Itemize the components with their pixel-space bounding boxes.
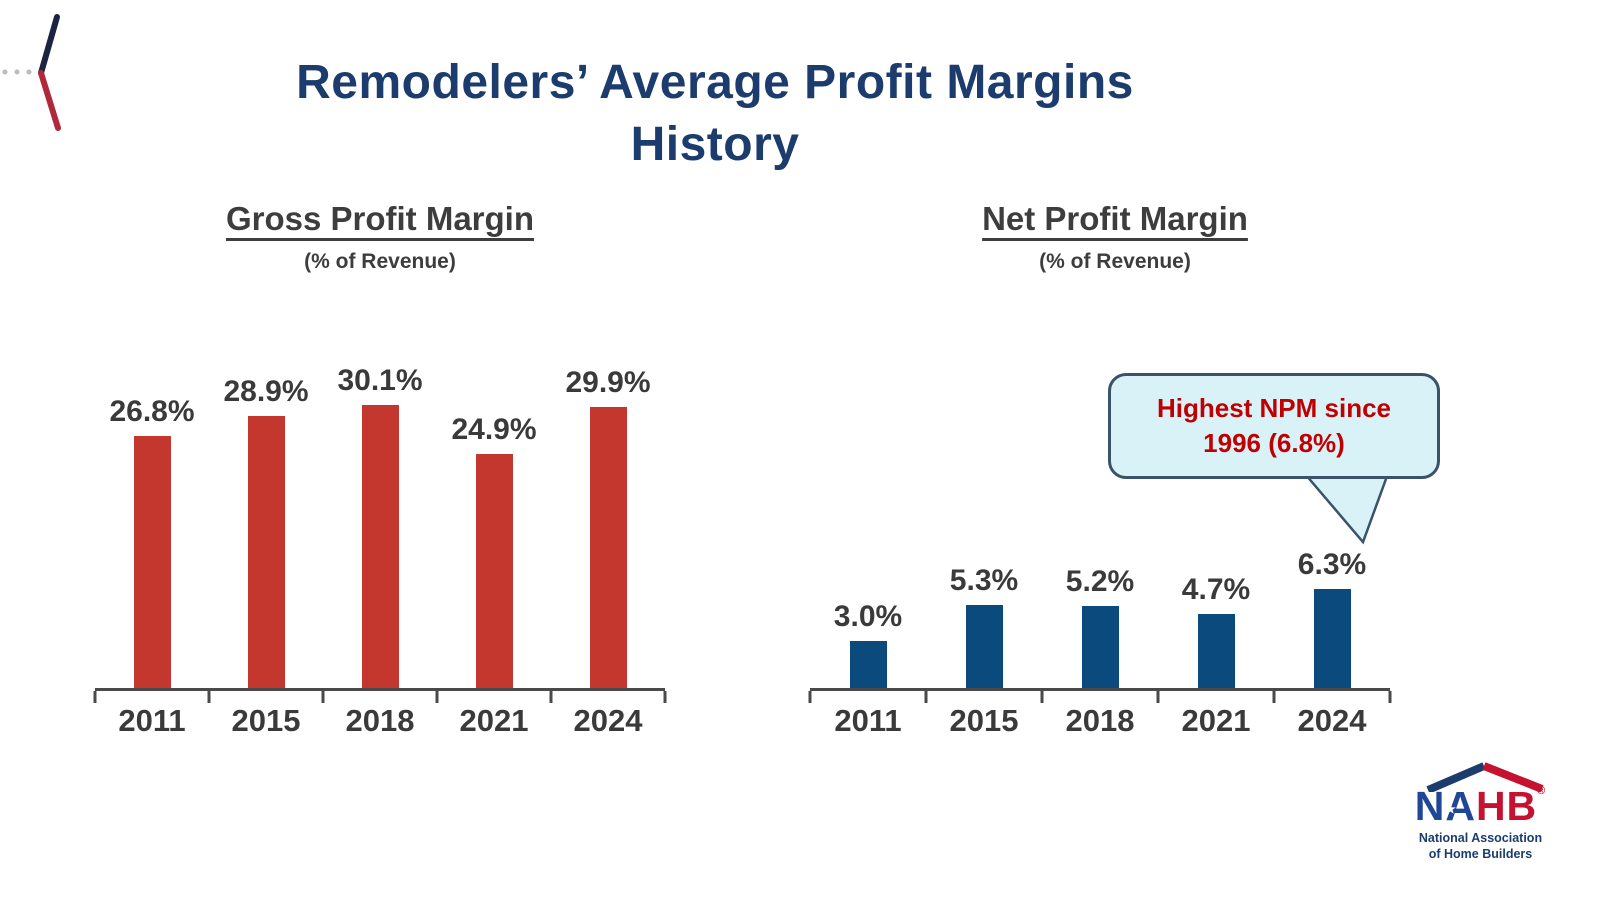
callout-highest-npm: Highest NPM since 1996 (6.8%) (1108, 373, 1440, 479)
bar-column-2011: 26.8% (95, 348, 209, 688)
axis-tick (435, 691, 439, 703)
callout-line-1: Highest NPM since (1156, 392, 1392, 423)
axis-tick (1040, 691, 1044, 703)
axis-tick (1272, 691, 1276, 703)
axis-tick (1156, 691, 1160, 703)
nahb-subtitle-line-2: of Home Builders (1428, 846, 1533, 861)
net-profit-plot-area: 3.0% 5.3% 5.2% 4.7% 6.3% (810, 538, 1390, 688)
bar-column-2024: 29.9% (551, 348, 665, 688)
gross-profit-x-axis-labels: 2011 2015 2018 2021 2024 (95, 703, 665, 739)
bar-value-label: 5.3% (949, 563, 1019, 597)
bar-value-label: 24.9% (451, 412, 537, 446)
bar-value-label: 5.2% (1065, 565, 1135, 599)
net-profit-x-axis (808, 688, 1392, 704)
bar-value-label: 28.9% (223, 375, 309, 409)
bar-value-label: 30.1% (337, 364, 423, 398)
gross-profit-chart-title: Gross Profit Margin (225, 200, 535, 237)
axis-tick (93, 691, 97, 703)
gross-profit-chart-header: Gross Profit Margin (% of Revenue) (95, 200, 665, 274)
corner-chevron-logo-icon (2, 14, 61, 131)
net-profit-chart-subtitle: (% of Revenue) (1039, 250, 1191, 273)
bar-column-2021: 24.9% (437, 348, 551, 688)
gross-profit-chart-subtitle: (% of Revenue) (304, 250, 456, 273)
x-axis-label-2021: 2021 (459, 703, 529, 738)
net-profit-chart-header: Net Profit Margin (% of Revenue) (830, 200, 1400, 274)
x-axis-label-2024: 2024 (573, 703, 643, 738)
bar-2024 (1313, 589, 1351, 688)
axis-tick (808, 691, 812, 703)
bar-column-2021: 4.7% (1158, 538, 1274, 688)
axis-tick (924, 691, 928, 703)
bar-2024 (589, 406, 627, 688)
nahb-acronym: NAHB® ★ (1398, 786, 1563, 827)
star-icon: ★ (1445, 802, 1457, 816)
bar-2015 (965, 604, 1003, 688)
x-axis-label-2024: 2024 (1297, 703, 1367, 738)
bar-2011 (849, 640, 887, 688)
bar-value-label: 4.7% (1181, 573, 1251, 607)
x-axis-label-2011: 2011 (118, 703, 186, 738)
axis-tick (1388, 691, 1392, 703)
bar-column-2011: 3.0% (810, 538, 926, 688)
gross-profit-x-axis (93, 688, 667, 704)
nahb-logo: NAHB® ★ National Association of Home Bui… (1398, 758, 1563, 862)
registered-trademark-icon: ® (1537, 785, 1547, 797)
bar-value-label: 29.9% (565, 365, 651, 399)
x-axis-label-2011: 2011 (834, 703, 902, 738)
bar-value-label: 3.0% (833, 599, 903, 633)
nahb-acronym-na: NA (1414, 783, 1476, 829)
net-profit-chart-title: Net Profit Margin (982, 200, 1248, 237)
bar-2018 (361, 405, 399, 688)
nahb-subtitle-line-1: National Association (1418, 831, 1543, 845)
bar-column-2015: 28.9% (209, 348, 323, 688)
bar-2015 (247, 416, 285, 688)
bar-column-2018: 5.2% (1042, 538, 1158, 688)
x-axis-label-2015: 2015 (231, 703, 301, 738)
bar-column-2024: 6.3% (1274, 538, 1390, 688)
nahb-acronym-hb: HB (1475, 783, 1538, 829)
bar-value-label: 26.8% (109, 395, 195, 429)
axis-tick (549, 691, 553, 703)
axis-tick (663, 691, 667, 703)
net-profit-x-axis-labels: 2011 2015 2018 2021 2024 (810, 703, 1390, 739)
bar-2021 (475, 453, 513, 688)
bar-value-label: 6.3% (1297, 548, 1367, 582)
bar-column-2018: 30.1% (323, 348, 437, 688)
axis-tick (207, 691, 211, 703)
slide-title: Remodelers’ Average Profit Margins Histo… (296, 56, 1134, 171)
x-axis-label-2018: 2018 (1065, 703, 1135, 738)
bar-2021 (1197, 614, 1235, 688)
callout-line-2: 1996 (6.8%) (1203, 428, 1345, 458)
axis-tick (321, 691, 325, 703)
bar-2018 (1081, 606, 1119, 688)
bar-column-2015: 5.3% (926, 538, 1042, 688)
gross-profit-plot-area: 26.8% 28.9% 30.1% 24.9% 29.9% (95, 348, 665, 688)
bar-2011 (133, 436, 171, 688)
nahb-roof-icon (1425, 762, 1543, 792)
x-axis-label-2015: 2015 (949, 703, 1019, 738)
x-axis-label-2018: 2018 (345, 703, 415, 738)
x-axis-label-2021: 2021 (1181, 703, 1251, 738)
